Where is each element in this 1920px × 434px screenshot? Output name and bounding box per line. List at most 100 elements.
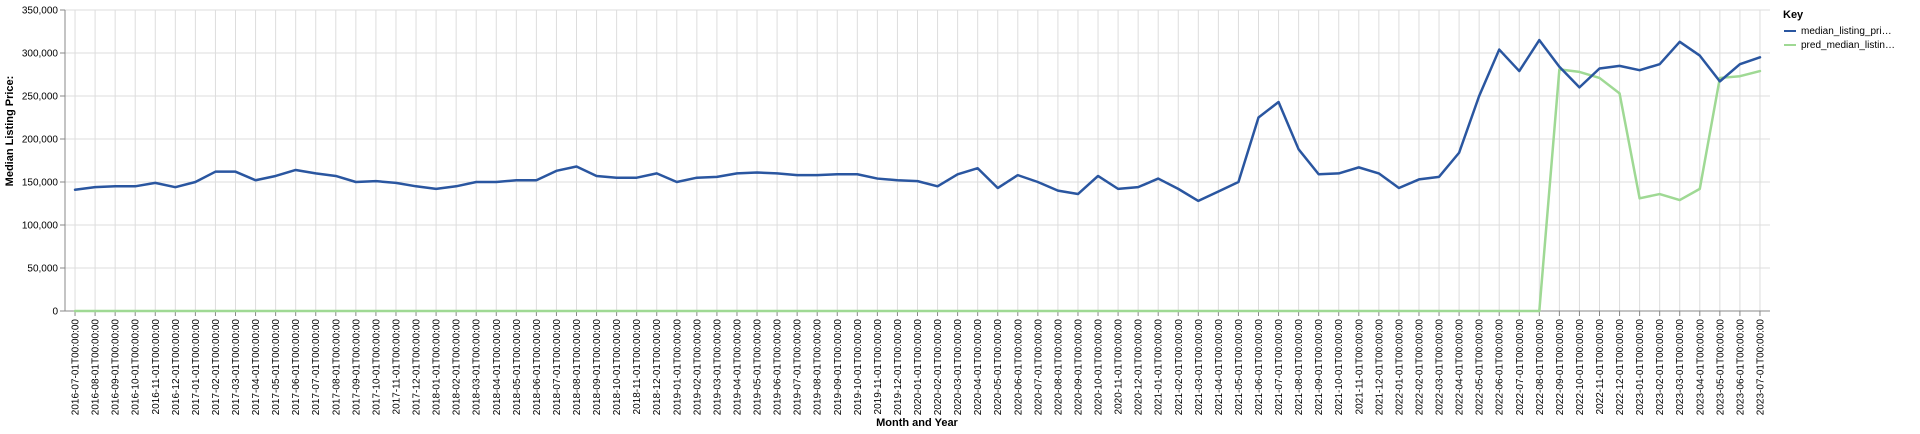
y-tick-label: 350,000 [22,6,59,17]
x-tick-label: 2019-01-01T00:00:00 [672,319,683,416]
x-tick-label: 2021-04-01T00:00:00 [1214,319,1225,416]
y-tick-label: 200,000 [22,135,59,146]
x-tick-label: 2016-10-01T00:00:00 [131,319,142,416]
x-tick-label: 2020-11-01T00:00:00 [1114,319,1125,415]
x-tick-label: 2019-10-01T00:00:00 [853,319,864,416]
x-tick-label: 2021-07-01T00:00:00 [1274,319,1285,416]
x-tick-label: 2020-08-01T00:00:00 [1053,319,1064,416]
x-tick-label: 2018-10-01T00:00:00 [612,319,623,416]
legend-title: Key [1783,9,1804,21]
x-tick-label: 2021-01-01T00:00:00 [1154,319,1165,416]
x-tick-label: 2018-07-01T00:00:00 [552,319,563,416]
x-axis-title: Month and Year [876,417,958,429]
x-tick-label: 2022-05-01T00:00:00 [1475,319,1486,416]
x-tick-label: 2017-04-01T00:00:00 [251,319,262,416]
y-tick-label: 250,000 [22,92,59,103]
x-tick-label: 2023-01-01T00:00:00 [1635,319,1646,416]
x-tick-label: 2022-06-01T00:00:00 [1495,319,1506,416]
x-tick-label: 2018-03-01T00:00:00 [472,319,483,416]
x-tick-label: 2021-06-01T00:00:00 [1254,319,1265,416]
x-tick-label: 2017-06-01T00:00:00 [291,319,302,416]
x-tick-label: 2023-02-01T00:00:00 [1655,319,1666,416]
x-tick-label: 2022-09-01T00:00:00 [1555,319,1566,416]
x-tick-label: 2018-01-01T00:00:00 [432,319,443,416]
x-tick-label: 2019-02-01T00:00:00 [692,319,703,416]
x-tick-label: 2023-03-01T00:00:00 [1675,319,1686,416]
x-tick-label: 2018-05-01T00:00:00 [512,319,523,416]
x-tick-label: 2020-05-01T00:00:00 [993,319,1004,416]
x-tick-label: 2019-11-01T00:00:00 [873,319,884,415]
x-tick-label: 2022-12-01T00:00:00 [1615,319,1626,416]
x-tick-label: 2020-09-01T00:00:00 [1073,319,1084,416]
y-tick-label: 50,000 [27,264,58,275]
x-tick-label: 2018-02-01T00:00:00 [452,319,463,416]
x-tick-label: 2019-04-01T00:00:00 [732,319,743,416]
x-tick-label: 2017-09-01T00:00:00 [351,319,362,416]
x-tick-label: 2023-05-01T00:00:00 [1715,319,1726,416]
x-tick-label: 2020-12-01T00:00:00 [1134,319,1145,416]
x-tick-label: 2022-07-01T00:00:00 [1515,319,1526,416]
x-tick-label: 2016-09-01T00:00:00 [111,319,122,416]
x-tick-label: 2019-07-01T00:00:00 [793,319,804,416]
x-tick-label: 2017-05-01T00:00:00 [271,319,282,416]
legend-label-pred: pred_median_listin… [1801,40,1895,51]
x-tick-label: 2023-04-01T00:00:00 [1695,319,1706,416]
x-tick-label: 2022-04-01T00:00:00 [1455,319,1466,416]
x-tick-label: 2017-10-01T00:00:00 [371,319,382,416]
x-tick-label: 2022-10-01T00:00:00 [1575,319,1586,416]
series-lines [73,38,1762,313]
x-tick-label: 2018-09-01T00:00:00 [592,319,603,416]
x-tick-label: 2020-10-01T00:00:00 [1094,319,1105,416]
x-tick-label: 2023-07-01T00:00:00 [1755,319,1766,416]
x-tick-label: 2017-07-01T00:00:00 [311,319,322,416]
x-tick-label: 2019-05-01T00:00:00 [753,319,764,416]
x-tick-label: 2019-03-01T00:00:00 [712,319,723,416]
x-tick-label: 2016-08-01T00:00:00 [91,319,102,416]
x-tick-label: 2022-11-01T00:00:00 [1595,319,1606,415]
x-tick-label: 2021-05-01T00:00:00 [1234,319,1245,416]
y-axis-title: Median Listing Price: [4,76,16,187]
x-tick-label: 2021-02-01T00:00:00 [1174,319,1185,416]
y-tick-label: 0 [52,307,58,318]
series-line-median [73,38,1762,203]
x-tick-label: 2016-07-01T00:00:00 [71,319,82,416]
x-tick-label: 2021-11-01T00:00:00 [1354,319,1365,415]
y-tick-label: 150,000 [22,178,59,189]
x-tick-label: 2019-06-01T00:00:00 [773,319,784,416]
y-tick-label: 100,000 [22,221,59,232]
gridlines [65,9,1770,312]
x-tick-label: 2020-01-01T00:00:00 [913,319,924,416]
x-tick-label: 2018-08-01T00:00:00 [572,319,583,416]
x-tick-label: 2019-08-01T00:00:00 [813,319,824,416]
series-line-pred [73,68,1762,313]
x-tick-label: 2020-02-01T00:00:00 [933,319,944,416]
x-tick-label: 2021-12-01T00:00:00 [1374,319,1385,416]
x-tick-label: 2020-06-01T00:00:00 [1013,319,1024,416]
x-tick-label: 2016-11-01T00:00:00 [151,319,162,415]
x-tick-label: 2022-01-01T00:00:00 [1394,319,1405,416]
x-tick-label: 2021-03-01T00:00:00 [1194,319,1205,416]
x-tick-label: 2018-12-01T00:00:00 [652,319,663,416]
x-tick-label: 2017-11-01T00:00:00 [391,319,402,415]
x-tick-label: 2019-09-01T00:00:00 [833,319,844,416]
y-axis: 0 50,000 100,000 150,000 200,000 250,000 300,0… [22,6,66,318]
x-tick-label: 2021-08-01T00:00:00 [1294,319,1305,416]
x-axis: 2016-07-01T00:00:00 2016-08-01T00:00:00 20… [65,310,1770,416]
y-tick-label: 300,000 [22,49,59,60]
legend-label-median: median_listing_pri… [1801,26,1892,37]
x-tick-label: 2022-08-01T00:00:00 [1535,319,1546,416]
x-tick-label: 2019-12-01T00:00:00 [893,319,904,416]
x-tick-label: 2018-04-01T00:00:00 [492,319,503,416]
x-tick-label: 2016-12-01T00:00:00 [171,319,182,416]
x-tick-label: 2022-02-01T00:00:00 [1414,319,1425,416]
x-tick-label: 2017-02-01T00:00:00 [211,319,222,416]
x-tick-label: 2021-10-01T00:00:00 [1334,319,1345,416]
x-tick-label: 2017-08-01T00:00:00 [331,319,342,416]
x-tick-label: 2018-11-01T00:00:00 [632,319,643,415]
legend: Key median_listing_pri… pred_median_list… [1783,9,1895,51]
x-tick-label: 2018-06-01T00:00:00 [532,319,543,416]
x-tick-label: 2017-01-01T00:00:00 [191,319,202,416]
x-tick-label: 2020-07-01T00:00:00 [1033,319,1044,416]
x-tick-label: 2022-03-01T00:00:00 [1435,319,1446,416]
